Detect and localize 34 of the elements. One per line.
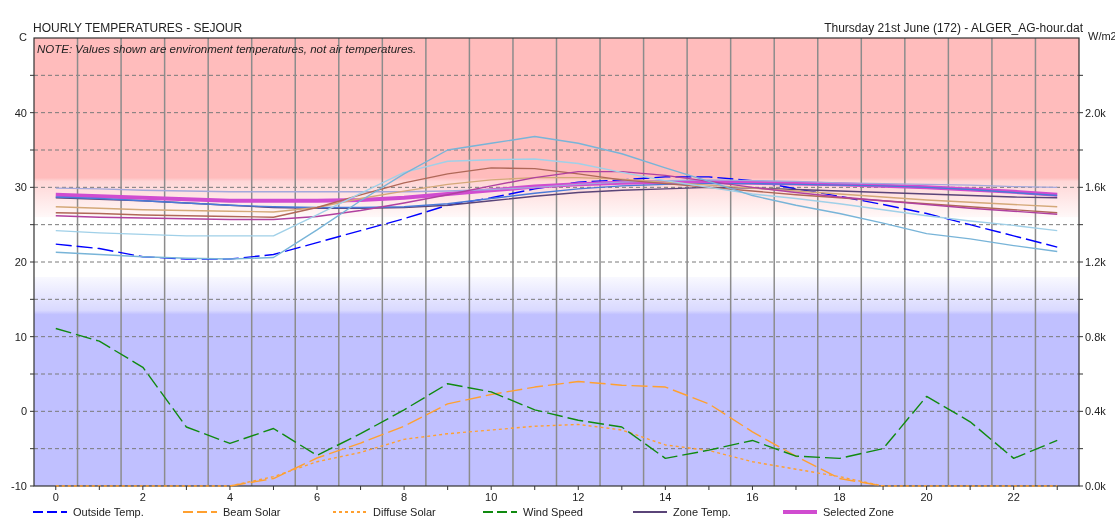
- x-tick-label: 18: [833, 491, 846, 503]
- x-tick-label: 2: [139, 491, 146, 503]
- x-tick-label: 0: [52, 491, 59, 503]
- y-tick-label: 20: [14, 256, 27, 268]
- legend-label: Diffuse Solar: [373, 506, 437, 518]
- y2-tick-label: 1.6k: [1085, 181, 1107, 194]
- y2-tick-label: 0.4k: [1085, 405, 1107, 418]
- y2-tick-label: 2.0k: [1085, 106, 1107, 119]
- y2-tick-label: 1.2k: [1085, 256, 1107, 268]
- y-tick-label: 30: [14, 181, 27, 194]
- x-tick-label: 8: [401, 491, 408, 503]
- x-tick-label: 12: [572, 491, 585, 503]
- chart-subtitle: Thursday 21st June (172) - ALGER_AG-hour.dat: [824, 21, 1084, 35]
- legend-label: Wind Speed: [523, 506, 583, 518]
- x-tick-label: 4: [226, 491, 233, 503]
- legend-label: Zone Temp.: [673, 506, 731, 518]
- x-tick-label: 20: [920, 491, 933, 503]
- x-tick-label: 14: [659, 491, 672, 503]
- y2-tick-label: 0.8k: [1085, 330, 1107, 343]
- legend-label: Outside Temp.: [73, 506, 144, 518]
- y-tick-label: 0: [20, 405, 27, 418]
- y-tick-label: -10: [11, 480, 27, 492]
- annotation: NOTE: Values shown are environment temperatures, not air temperatures.: [37, 43, 417, 55]
- x-tick-label: 22: [1007, 491, 1020, 503]
- y-tick-label: 40: [14, 106, 27, 119]
- legend-label: Selected Zone: [823, 506, 894, 518]
- x-tick-label: 16: [746, 491, 759, 503]
- y2-tick-label: 0.0k: [1085, 480, 1107, 492]
- y-tick-label: 10: [14, 330, 27, 343]
- chart-title: HOURLY TEMPERATURES - SEJOUR: [33, 21, 243, 35]
- x-tick-label: 10: [485, 491, 498, 503]
- y-axis-title: C: [19, 31, 28, 43]
- x-tick-label: 6: [313, 491, 321, 503]
- legend-label: Beam Solar: [223, 506, 281, 518]
